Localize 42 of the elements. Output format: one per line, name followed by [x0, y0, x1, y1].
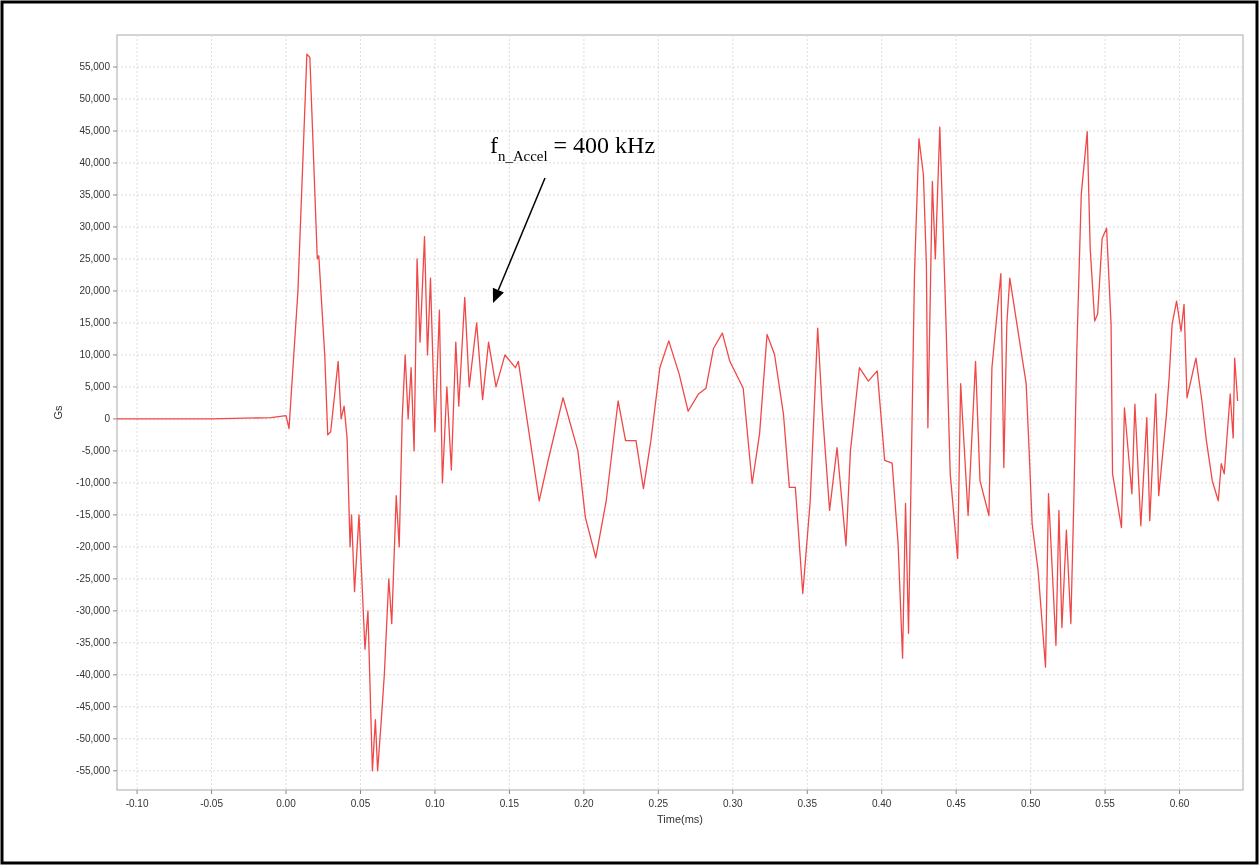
- x-tick-label: 0.55: [1095, 798, 1116, 809]
- y-tick-label: 45,000: [79, 125, 111, 137]
- y-tick-label: -25,000: [76, 573, 111, 585]
- y-tick-label: -35,000: [76, 637, 111, 649]
- x-tick-label: 0.30: [723, 798, 743, 809]
- x-tick-label: 0.35: [797, 798, 818, 809]
- x-tick-label: 0.45: [946, 798, 967, 809]
- y-tick-label: -45,000: [76, 701, 111, 713]
- line-series: [117, 53, 1239, 772]
- x-axis-title: Time(ms): [656, 813, 704, 825]
- x-tick-label: 0.20: [574, 798, 595, 809]
- y-tick-label: 50,000: [79, 93, 111, 105]
- y-tick-label: -20,000: [76, 541, 111, 553]
- x-tick-label: 0.00: [276, 798, 297, 809]
- y-tick-label: -15,000: [76, 509, 111, 521]
- y-tick-label: 55,000: [79, 61, 111, 73]
- y-tick-label: 5,000: [84, 381, 111, 393]
- y-tick-label: -50,000: [76, 733, 111, 745]
- x-tick-label: 0.60: [1169, 798, 1190, 809]
- x-tick-label: -0.10: [125, 798, 149, 809]
- x-tick-label: 0.40: [871, 798, 892, 809]
- y-tick-label: 30,000: [79, 221, 111, 233]
- x-tick-label: 0.05: [350, 798, 371, 809]
- y-tick-label: 0: [104, 413, 111, 425]
- y-tick-label: 25,000: [79, 253, 111, 265]
- y-tick-label: 20,000: [79, 285, 111, 297]
- y-tick-label: -30,000: [76, 605, 111, 617]
- y-tick-label: -40,000: [76, 669, 111, 681]
- annotation: f$_{n_Accel}$ = 400 kHz: [490, 132, 656, 164]
- y-tick-label: 15,000: [79, 317, 111, 329]
- x-tick-label: -0.05: [200, 798, 224, 809]
- x-tick-label: 0.50: [1020, 798, 1041, 809]
- y-tick-label: 40,000: [79, 157, 111, 169]
- x-tick-label: 0.10: [425, 798, 446, 809]
- x-tick-label: 0.15: [499, 798, 520, 809]
- y-axis-title: Gs: [52, 404, 64, 420]
- x-tick-label: 0.25: [648, 798, 669, 809]
- y-tick-label: -5,000: [81, 445, 111, 457]
- y-tick-label: -10,000: [76, 477, 111, 489]
- y-tick-label: 35,000: [79, 189, 111, 201]
- y-tick-label: -55,000: [76, 765, 111, 777]
- y-tick-label: 10,000: [79, 349, 111, 361]
